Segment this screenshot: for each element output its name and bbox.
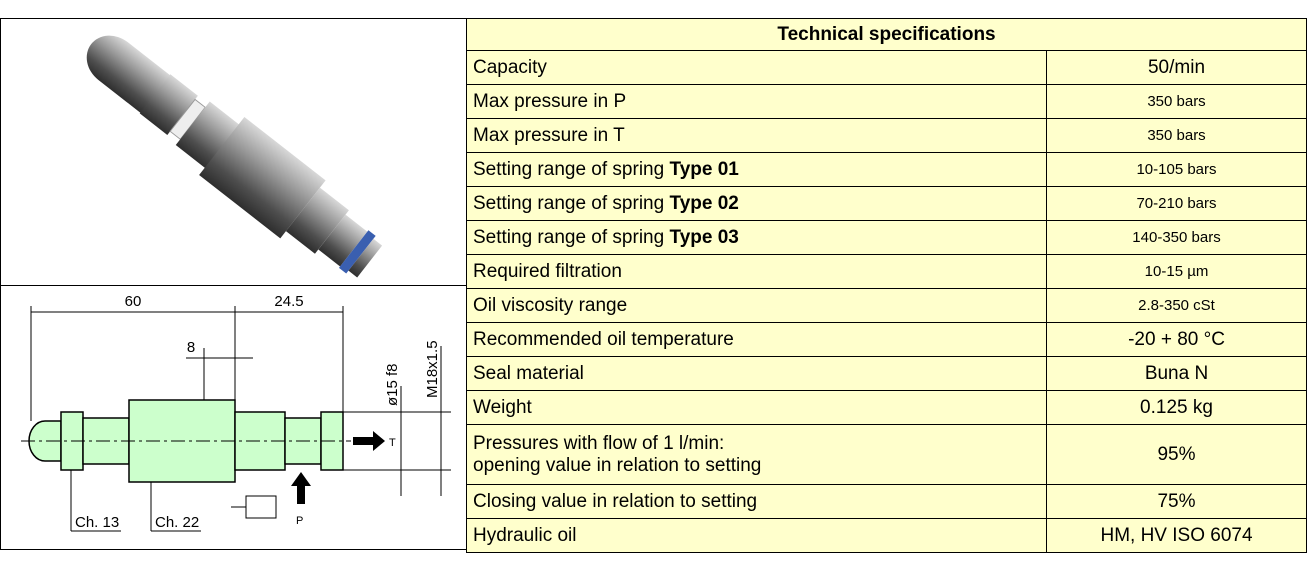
spec-value: 95% [1047, 425, 1307, 485]
spec-row: Closing value in relation to setting 75% [467, 485, 1307, 519]
label-text: Pressures with flow of 1 l/min: [473, 433, 1040, 455]
spec-label: Hydraulic oil [467, 519, 1047, 553]
label-text: Max pressure in P [473, 91, 626, 112]
spec-value: 140-350 bars [1047, 221, 1307, 255]
spec-row: Setting range of spring Type 02 70-210 bar… [467, 187, 1307, 221]
spec-label: Capacity [467, 51, 1047, 85]
spec-value: 350 bars [1047, 119, 1307, 153]
page: 60 24.5 8 ø15 f8 M18x1.5 T P Ch. 13 Ch. … [0, 0, 1311, 565]
header-row: Technical specifications [467, 19, 1307, 51]
label-text: Closing value in relation to setting [473, 491, 757, 512]
label-text: Required filtration [473, 261, 622, 282]
spec-row: Hydraulic oil HM, HV ISO 6074 [467, 519, 1307, 553]
spec-row: Required filtration 10-15 µm [467, 255, 1307, 289]
spec-label: Recommended oil temperature [467, 323, 1047, 357]
spec-value: 70-210 bars [1047, 187, 1307, 221]
label-text: Setting range of spring [473, 159, 664, 180]
hex-label: Ch. 13 [75, 514, 119, 531]
label-bold: Type 01 [670, 159, 739, 180]
spec-value: 10-105 bars [1047, 153, 1307, 187]
spec-value: 10-15 µm [1047, 255, 1307, 289]
spec-row: Setting range of spring Type 01 10-105 bar… [467, 153, 1307, 187]
spec-row: Setting range of spring Type 03 140-350 ba… [467, 221, 1307, 255]
table-title: Technical specifications [467, 19, 1307, 51]
spec-row: Capacity 50/min [467, 51, 1307, 85]
valve-render [1, 19, 466, 286]
spec-value: Buna N [1047, 357, 1307, 391]
label-text: opening value in relation to setting [473, 455, 1040, 477]
label-text: Max pressure in T [473, 125, 625, 146]
spec-label: Max pressure in T [467, 119, 1047, 153]
label-bold: Type 03 [670, 227, 739, 248]
spec-row: Oil viscosity range 2.8-350 cSt [467, 289, 1307, 323]
spec-label: Setting range of spring Type 03 [467, 221, 1047, 255]
spec-value: 2.8-350 cSt [1047, 289, 1307, 323]
label-text: Oil viscosity range [473, 295, 627, 316]
spec-row: Recommended oil temperature -20 + 80 °C [467, 323, 1307, 357]
label-text: Hydraulic oil [473, 525, 576, 546]
label-text: Capacity [473, 57, 547, 78]
dimension-drawing: 60 24.5 8 ø15 f8 M18x1.5 T P Ch. 13 Ch. … [1, 286, 466, 550]
spec-label: Setting range of spring Type 01 [467, 153, 1047, 187]
spec-value: 75% [1047, 485, 1307, 519]
dim-label: 24.5 [274, 293, 303, 310]
spec-value: 350 bars [1047, 85, 1307, 119]
hex-label: Ch. 22 [155, 514, 199, 531]
spec-label: Required filtration [467, 255, 1047, 289]
label-text: Recommended oil temperature [473, 329, 734, 350]
dim-label: 60 [125, 293, 142, 310]
spec-value: -20 + 80 °C [1047, 323, 1307, 357]
spec-label: Pressures with flow of 1 l/min:opening v… [467, 425, 1047, 485]
spec-label: Weight [467, 391, 1047, 425]
label-text: Setting range of spring [473, 227, 664, 248]
label-text: Weight [473, 397, 532, 418]
spec-label: Max pressure in P [467, 85, 1047, 119]
spec-label: Oil viscosity range [467, 289, 1047, 323]
spec-row: Max pressure in P 350 bars [467, 85, 1307, 119]
label-text: Setting range of spring [473, 193, 664, 214]
spec-value: 0.125 kg [1047, 391, 1307, 425]
label-text: Seal material [473, 363, 584, 384]
spec-row: Seal material Buna N [467, 357, 1307, 391]
spec-row: Pressures with flow of 1 l/min:opening v… [467, 425, 1307, 485]
spec-row: Max pressure in T 350 bars [467, 119, 1307, 153]
port-label: T [389, 437, 396, 449]
valve-shape [69, 19, 393, 286]
spec-label: Setting range of spring Type 02 [467, 187, 1047, 221]
port-label: P [296, 515, 303, 527]
dim-label: ø15 f8 [384, 363, 401, 406]
spec-label: Closing value in relation to setting [467, 485, 1047, 519]
label-bold: Type 02 [670, 193, 739, 214]
spec-row: Weight 0.125 kg [467, 391, 1307, 425]
dim-label: 8 [187, 339, 195, 356]
spec-label: Seal material [467, 357, 1047, 391]
spec-value: HM, HV ISO 6074 [1047, 519, 1307, 553]
dim-label: M18x1.5 [424, 340, 441, 398]
spec-value: 50/min [1047, 51, 1307, 85]
left-panel: 60 24.5 8 ø15 f8 M18x1.5 T P Ch. 13 Ch. … [0, 18, 466, 550]
